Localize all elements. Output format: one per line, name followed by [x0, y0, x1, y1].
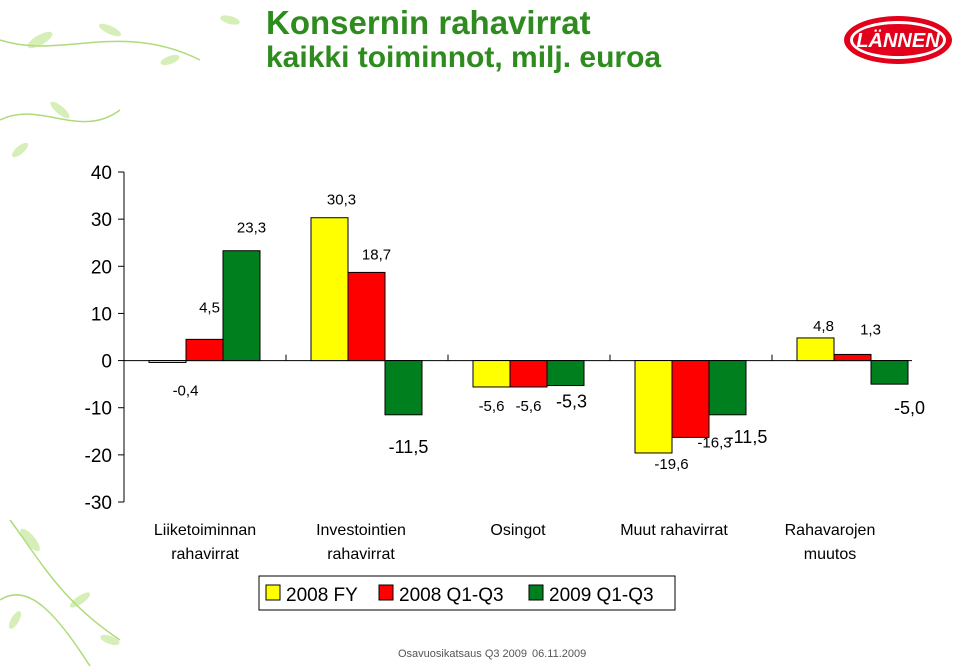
- y-tick-label: 40: [91, 163, 112, 184]
- bar: [546, 360, 585, 387]
- category-label: Muut rahavirrat: [620, 522, 728, 539]
- category-label: rahavirrat: [171, 546, 239, 563]
- legend-label: 2008 FY: [286, 585, 358, 606]
- bar: [472, 360, 511, 388]
- data-label: -5,6: [516, 398, 542, 415]
- bar: [671, 360, 710, 438]
- data-label: -5,6: [479, 398, 505, 415]
- data-label: -5,0: [894, 398, 925, 418]
- footer-date: 06.11.2009: [532, 648, 587, 660]
- lannen-logo: LÄNNEN: [844, 16, 952, 64]
- data-label: -5,3: [556, 392, 587, 412]
- legend-swatch: [528, 584, 544, 601]
- data-label: 1,3: [860, 321, 881, 338]
- y-tick-label: 20: [91, 257, 112, 278]
- legend-label: 2008 Q1-Q3: [399, 585, 504, 606]
- legend-box: [258, 575, 676, 611]
- y-tick-label: 0: [101, 352, 112, 373]
- data-label: 23,3: [237, 220, 266, 237]
- data-label: 4,5: [199, 299, 220, 316]
- bar: [870, 360, 909, 385]
- bar: [310, 217, 349, 362]
- category-label: muutos: [804, 546, 856, 563]
- data-label: 30,3: [327, 192, 356, 209]
- y-tick-label: 10: [91, 304, 112, 325]
- category-label: rahavirrat: [327, 546, 395, 563]
- data-label: 18,7: [362, 246, 391, 263]
- category-label: Osingot: [490, 522, 546, 539]
- y-tick-label: -30: [85, 493, 112, 514]
- data-label: -11,5: [728, 427, 768, 447]
- legend-swatch: [265, 584, 281, 601]
- logo-text: LÄNNEN: [856, 29, 940, 52]
- slide-subtitle: kaikki toiminnot, milj. euroa: [266, 41, 662, 74]
- data-label: -11,5: [389, 437, 429, 457]
- bar: [185, 338, 224, 362]
- bar: [708, 360, 747, 416]
- footer-report: Osavuosikatsaus Q3 2009: [398, 648, 528, 660]
- data-label: -0,4: [173, 382, 199, 399]
- bar: [347, 271, 386, 362]
- data-label: 4,8: [813, 318, 834, 335]
- bar: [384, 360, 423, 416]
- bar: [222, 250, 261, 362]
- category-label: Liiketoiminnan: [154, 522, 256, 539]
- slide-title: Konsernin rahavirrat: [266, 4, 591, 41]
- bar: [796, 337, 835, 362]
- bar: [148, 360, 187, 363]
- y-tick-label: -20: [85, 446, 112, 467]
- data-label: -16,3: [697, 434, 731, 451]
- data-label: -19,6: [654, 456, 688, 473]
- bar: [833, 353, 872, 362]
- legend-label: 2009 Q1-Q3: [549, 585, 654, 606]
- category-label: Rahavarojen: [785, 522, 876, 539]
- category-label: Investointien: [316, 522, 406, 539]
- legend-swatch: [378, 584, 394, 601]
- bar: [634, 360, 673, 454]
- y-tick-label: 30: [91, 210, 112, 231]
- bar: [509, 360, 548, 388]
- y-tick-label: -10: [85, 399, 112, 420]
